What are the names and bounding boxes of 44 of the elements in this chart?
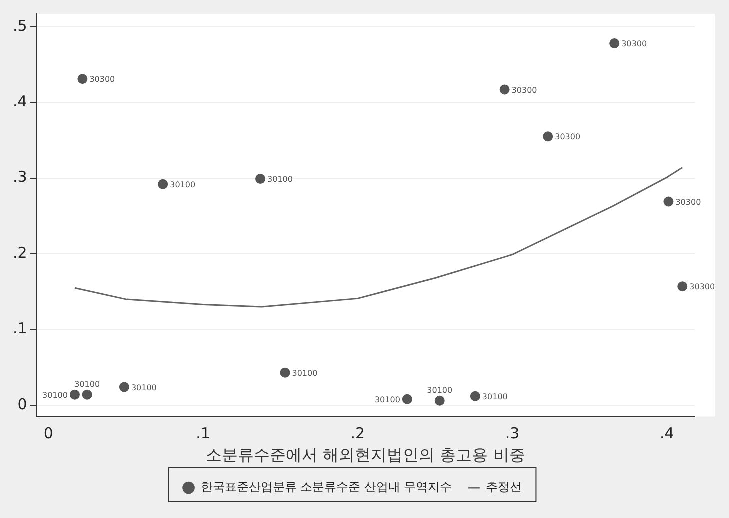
point xyxy=(434,396,445,406)
annotation: 30100 xyxy=(74,380,100,389)
point xyxy=(82,390,92,400)
point xyxy=(470,391,480,402)
x-tick-label: .3 xyxy=(505,424,520,443)
y-tick-label: .4 xyxy=(13,92,28,110)
x-tick-label: .1 xyxy=(196,424,210,443)
y-tick-label: .5 xyxy=(13,16,28,35)
annotation: 30100 xyxy=(292,368,318,378)
point xyxy=(78,74,88,84)
y-tick-label: .1 xyxy=(13,320,28,338)
y-tick-label: .3 xyxy=(13,168,28,186)
annotation: 30100 xyxy=(42,390,68,400)
annotation: 30300 xyxy=(690,282,716,292)
annotation: 30100 xyxy=(170,180,196,190)
point xyxy=(610,38,620,49)
point xyxy=(280,368,290,378)
x-tick-label: 0 xyxy=(44,424,54,443)
annotation: 30100 xyxy=(482,392,508,402)
point xyxy=(256,174,266,184)
x-tick-label: .2 xyxy=(350,424,366,443)
annotation: 30100 xyxy=(374,395,400,404)
annotation: 30300 xyxy=(676,198,702,207)
point xyxy=(500,84,510,95)
y-tick-label: 0 xyxy=(18,395,28,414)
point xyxy=(664,196,674,207)
annotation: 30300 xyxy=(555,132,581,142)
y-tick-label: .2 xyxy=(13,244,28,262)
annotation: 30100 xyxy=(427,386,453,395)
point xyxy=(119,382,130,392)
annotation: 30100 xyxy=(268,175,293,184)
x-tick-label: .4 xyxy=(660,424,674,443)
point xyxy=(158,179,168,190)
x-axis-title: 소분류수준에서 해외현지법인의 총고용 비중 xyxy=(206,446,526,465)
annotation: 30300 xyxy=(90,75,116,84)
annotation: 30300 xyxy=(512,86,538,95)
legend-label: 추정선 xyxy=(486,480,522,494)
point xyxy=(678,282,688,292)
annotation: 30100 xyxy=(131,383,157,392)
point xyxy=(402,394,412,404)
point xyxy=(543,132,554,142)
legend-label: 한국표준산업분류 소분류수준 산업내 무역지수 xyxy=(200,480,452,494)
annotation: 30300 xyxy=(622,40,648,49)
point xyxy=(70,390,80,400)
